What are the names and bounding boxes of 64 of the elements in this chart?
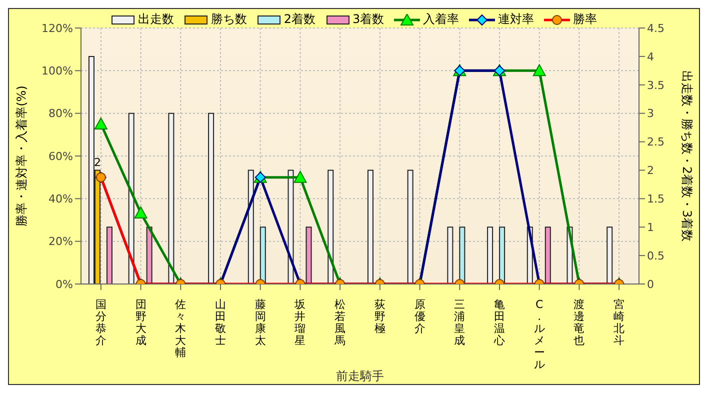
bar [328, 170, 334, 284]
point [294, 170, 307, 183]
bar [459, 226, 466, 284]
y-tick-label: 0% [56, 278, 73, 291]
x-tick-label: 渡邊竜也 [574, 298, 585, 347]
bar [606, 226, 613, 284]
legend-label: 勝率 [573, 11, 598, 28]
y2-tick-label: 4 [647, 50, 654, 64]
bar [447, 226, 454, 284]
bar [146, 226, 152, 284]
x-tick-label: 宮崎北斗 [614, 298, 625, 347]
x-tick-label: 国分恭介 [95, 298, 106, 347]
x-tick-label: 藤岡康太 [254, 298, 266, 347]
y2-tick-label: 0.5 [647, 249, 664, 262]
y-tick-label: 60% [48, 150, 73, 163]
bar [106, 226, 112, 284]
y2-tick-label: 3.5 [647, 78, 664, 92]
bar [306, 226, 312, 284]
y-tick-label: 80% [48, 107, 73, 120]
x-tick-label: 佐々木大輔 [175, 298, 186, 359]
x-tick-label: 松若風馬 [334, 298, 346, 347]
bar [248, 170, 254, 284]
bar [128, 112, 134, 284]
y-tick-label: 40% [48, 192, 73, 206]
y2-tick-label: 0 [647, 278, 654, 291]
y2-tick-label: 2 [647, 164, 654, 178]
x-tick-label: 荻野極 [374, 298, 386, 335]
x-tick-label: C.ルメール [534, 298, 545, 371]
bar [260, 226, 266, 284]
bar [544, 226, 551, 284]
y2-tick-label: 1.5 [647, 192, 664, 206]
x-tick-label: 団野大成 [135, 298, 146, 347]
point [134, 206, 148, 218]
y2-axis-title: 出走数・勝ち数・2着数・3着数 [680, 70, 694, 242]
legend-label: 出走数 [138, 11, 174, 28]
bar [367, 170, 374, 284]
y2-tick-label: 1 [647, 221, 654, 234]
legend-label: 勝ち数 [210, 11, 247, 28]
bar [208, 112, 214, 284]
legend-label: 2着数 [284, 11, 316, 28]
bar [499, 226, 506, 284]
x-tick-label: 坂井瑠星 [294, 298, 306, 347]
point [94, 118, 108, 130]
bar [487, 226, 494, 284]
x-tick-label: 山田敬士 [215, 298, 226, 347]
x-tick-label: 三浦皇成 [454, 298, 466, 347]
legend-label: 3着数 [352, 11, 384, 28]
point [532, 64, 546, 76]
bar [288, 170, 294, 284]
y2-tick-label: 2.5 [647, 136, 664, 149]
legend-label: 入着率 [423, 11, 460, 28]
bar [407, 170, 414, 284]
legend-label: 連対率 [498, 11, 534, 28]
y2-tick-label: 3 [647, 107, 654, 120]
data-label: 2 [94, 156, 101, 170]
x-tick-label: 亀田温心 [493, 298, 505, 347]
y-axis-title: 勝率・連対率・入着率(%) [14, 86, 28, 226]
bar [168, 112, 174, 284]
y-tick-label: 20% [48, 235, 73, 248]
x-tick-label: 原優介 [414, 298, 426, 335]
y-tick-label: 120% [42, 22, 73, 35]
x-axis-title: 前走騎手 [336, 369, 384, 383]
y-tick-label: 100% [42, 64, 73, 78]
y2-tick-label: 4.5 [647, 22, 664, 35]
